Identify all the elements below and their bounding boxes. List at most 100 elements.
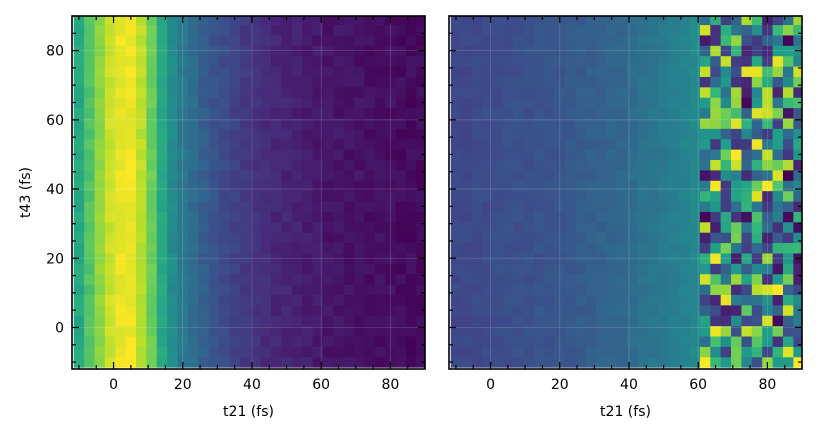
heatmap-cell xyxy=(544,294,555,306)
heatmap-cell xyxy=(502,76,514,88)
heatmap-cell xyxy=(668,86,680,98)
heatmap-cell xyxy=(281,325,293,337)
heatmap-cell xyxy=(731,138,742,150)
heatmap-cell xyxy=(772,211,784,223)
heatmap-cell xyxy=(322,284,334,295)
heatmap-cell xyxy=(627,24,639,36)
heatmap-cell xyxy=(156,325,168,337)
heatmap-cell xyxy=(585,304,597,316)
heatmap-cell xyxy=(720,273,732,285)
heatmap-cell xyxy=(637,35,649,46)
heatmap-cell xyxy=(239,294,251,306)
heatmap-cell xyxy=(312,294,324,306)
heatmap-cell xyxy=(395,138,407,150)
heatmap-cell xyxy=(689,221,701,233)
heatmap-cell xyxy=(751,86,763,98)
heatmap-cell xyxy=(416,356,426,368)
heatmap-cell xyxy=(374,336,386,347)
heatmap-cell xyxy=(637,336,649,347)
heatmap-cell xyxy=(481,325,493,337)
heatmap-cell xyxy=(793,263,803,275)
heatmap-cell xyxy=(385,294,396,306)
heatmap-cell xyxy=(648,16,659,26)
heatmap-cell xyxy=(115,149,127,161)
heatmap-cell xyxy=(115,86,127,98)
heatmap-cell xyxy=(198,294,210,306)
heatmap-cell xyxy=(699,45,711,57)
heatmap-cell xyxy=(492,86,504,98)
heatmap-cell xyxy=(502,16,514,26)
heatmap-cell xyxy=(291,24,303,36)
heatmap-cell xyxy=(668,66,680,77)
heatmap-cell xyxy=(481,201,493,212)
heatmap-cell xyxy=(648,107,659,119)
heatmap-cell xyxy=(198,253,210,264)
heatmap-cell xyxy=(720,170,732,181)
heatmap-cell xyxy=(250,16,262,26)
heatmap-cell xyxy=(668,346,680,358)
heatmap-cell xyxy=(689,118,701,129)
heatmap-cell xyxy=(793,128,803,140)
heatmap-cell xyxy=(575,107,587,119)
heatmap-cell xyxy=(354,86,365,98)
heatmap-cell xyxy=(198,232,210,244)
heatmap-cell xyxy=(492,170,504,181)
heatmap-cell xyxy=(333,232,345,244)
heatmap-cell xyxy=(544,211,555,223)
heatmap-cell xyxy=(125,253,137,264)
heatmap-cell xyxy=(720,315,732,327)
heatmap-cell xyxy=(637,201,649,212)
heatmap-cell xyxy=(710,284,722,295)
heatmap-cell xyxy=(395,55,407,67)
heatmap-cell xyxy=(333,149,345,161)
heatmap-cell xyxy=(762,273,773,285)
heatmap-cell xyxy=(84,159,95,171)
heatmap-cell xyxy=(741,325,753,337)
heatmap-cell xyxy=(627,242,639,254)
heatmap-cell xyxy=(177,55,189,67)
heatmap-cell xyxy=(658,35,670,46)
heatmap-cell xyxy=(699,273,711,285)
heatmap-cell xyxy=(177,346,189,358)
heatmap-cell xyxy=(782,232,794,244)
heatmap-cell xyxy=(302,325,313,337)
heatmap-cell xyxy=(668,221,680,233)
heatmap-cell xyxy=(554,170,566,181)
heatmap-cell xyxy=(94,294,106,306)
heatmap-cell xyxy=(156,97,168,109)
heatmap-cell xyxy=(648,170,659,181)
heatmap-cell xyxy=(772,97,784,109)
heatmap-cell xyxy=(461,284,472,295)
heatmap-cell xyxy=(668,273,680,285)
heatmap-cell xyxy=(471,35,483,46)
heatmap-cell xyxy=(104,128,116,140)
heatmap-cell xyxy=(260,336,272,347)
heatmap-cell xyxy=(395,211,407,223)
heatmap-cell xyxy=(751,107,763,119)
heatmap-cell xyxy=(741,242,753,254)
heatmap-cell xyxy=(271,86,282,98)
heatmap-cell xyxy=(229,346,241,358)
heatmap-cell xyxy=(260,35,272,46)
heatmap-cell xyxy=(751,45,763,57)
heatmap-cell xyxy=(533,16,545,26)
heatmap-cell xyxy=(627,170,639,181)
heatmap-cell xyxy=(219,273,230,285)
heatmap-cell xyxy=(364,86,376,98)
left-grid xyxy=(72,16,425,369)
heatmap-cell xyxy=(720,66,732,77)
heatmap-cell xyxy=(156,86,168,98)
heatmap-cell xyxy=(720,201,732,212)
heatmap-cell xyxy=(606,294,618,306)
heatmap-cell xyxy=(156,211,168,223)
heatmap-cell xyxy=(374,118,386,129)
heatmap-cell xyxy=(554,45,566,57)
heatmap-cell xyxy=(312,55,324,67)
heatmap-cell xyxy=(146,86,158,98)
heatmap-cell xyxy=(513,211,524,223)
heatmap-cell xyxy=(772,55,784,67)
heatmap-cell xyxy=(596,138,607,150)
heatmap-cell xyxy=(239,232,251,244)
heatmap-cell xyxy=(343,35,355,46)
heatmap-cell xyxy=(395,242,407,254)
